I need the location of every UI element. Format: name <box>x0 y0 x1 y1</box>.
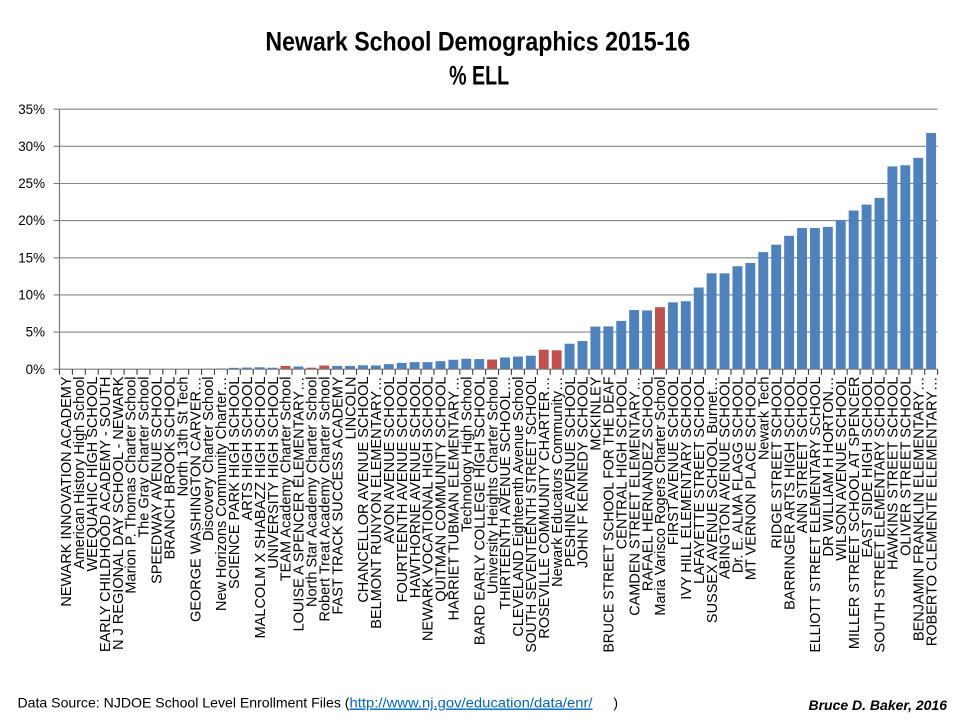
svg-text:5%: 5% <box>26 325 45 340</box>
svg-text:Newark School Demographics 201: Newark School Demographics 2015-16 <box>265 27 690 57</box>
svg-text:10%: 10% <box>18 288 45 303</box>
svg-text:0%: 0% <box>26 362 45 377</box>
svg-text:15%: 15% <box>18 250 45 265</box>
svg-text:25%: 25% <box>18 176 45 191</box>
svg-text:Bruce D. Baker, 2016: Bruce D. Baker, 2016 <box>808 697 947 713</box>
svg-text:Data Source: NJDOE School Leve: Data Source: NJDOE School Level Enrollme… <box>18 695 619 711</box>
svg-text:20%: 20% <box>18 213 45 228</box>
svg-text:35%: 35% <box>18 102 45 117</box>
svg-text:30%: 30% <box>18 139 45 154</box>
svg-text:% ELL: % ELL <box>449 60 509 90</box>
svg-text:ROBERTO CLEMENTE ELEMENTARY…: ROBERTO CLEMENTE ELEMENTARY… <box>924 377 940 647</box>
